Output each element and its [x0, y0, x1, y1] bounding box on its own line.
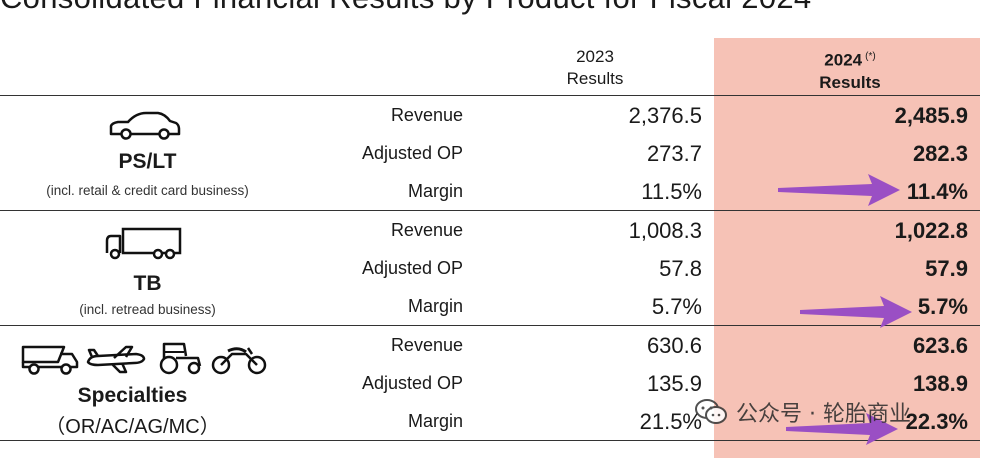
- column-header-2024-note: (*): [865, 51, 876, 62]
- metric-label: Adjusted OP: [361, 373, 463, 393]
- value-2024: 1,022.8: [894, 218, 968, 243]
- value-2024: 22.3%: [905, 409, 968, 434]
- value-2023: 273.7: [646, 141, 702, 166]
- segment-title-specialties: Specialties: [77, 384, 188, 407]
- metric-label: Revenue: [390, 105, 463, 125]
- metric-label: Adjusted OP: [361, 143, 463, 163]
- metric-label: Revenue: [390, 335, 463, 355]
- metric-label: Margin: [407, 411, 463, 431]
- tractor-icon: [159, 342, 202, 375]
- segment-title-ps-lt: PS/LT: [118, 150, 177, 173]
- value-2024: 2,485.9: [894, 103, 968, 128]
- wechat-icon: [695, 399, 727, 424]
- column-header-2024-label: Results: [819, 72, 881, 92]
- value-2024: 282.3: [912, 141, 968, 166]
- column-header-2023: 2023 Results: [540, 46, 650, 90]
- segment-note-specialties: （OR/AC/AG/MC）: [45, 416, 220, 438]
- arrow-icon: [778, 174, 900, 206]
- column-header-2023-year: 2023: [576, 47, 614, 66]
- segment-note-ps-lt: (incl. retail & credit card business): [46, 183, 249, 198]
- arrow-icon: [786, 413, 898, 445]
- value-2023: 135.9: [646, 371, 702, 396]
- watermark: 公众号 · 轮胎商业: [694, 396, 911, 428]
- value-2023: 1,008.3: [628, 218, 702, 243]
- column-header-2023-label: Results: [566, 69, 624, 88]
- value-2023: 21.5%: [639, 409, 702, 434]
- column-header-2024: 2024 (*) Results: [790, 46, 910, 94]
- value-2024: 5.7%: [917, 294, 968, 319]
- table-rule: [0, 440, 980, 441]
- value-2023: 57.8: [659, 256, 702, 281]
- dump-truck-icon: [21, 345, 79, 375]
- truck-icon: [105, 227, 182, 260]
- table-rule: [0, 95, 980, 96]
- motorcycle-icon: [211, 347, 267, 375]
- segment-note-tb: (incl. retread business): [79, 302, 216, 317]
- fy2024-highlight-column: [714, 38, 980, 458]
- value-2024: 11.4%: [906, 179, 968, 204]
- value-2023: 2,376.5: [628, 103, 702, 128]
- segment-title-tb: TB: [133, 272, 162, 295]
- value-2024: 623.6: [912, 333, 968, 358]
- value-2024: 57.9: [925, 256, 968, 281]
- arrow-icon: [800, 296, 912, 328]
- metric-label: Adjusted OP: [361, 258, 463, 278]
- metric-label: Revenue: [390, 220, 463, 240]
- watermark-text: 公众号 · 轮胎商业: [736, 402, 911, 427]
- airplane-icon: [86, 345, 146, 374]
- car-icon: [109, 111, 181, 140]
- column-header-2024-year: 2024: [824, 50, 863, 70]
- table-rule: [0, 325, 980, 326]
- value-2023: 11.5%: [641, 179, 702, 204]
- value-2024: 138.9: [912, 371, 968, 396]
- value-2023: 5.7%: [651, 294, 702, 319]
- page-title: Consolidated Financial Results by Produc…: [0, 0, 1000, 16]
- metric-label: Margin: [407, 296, 463, 316]
- table-rule: [0, 210, 980, 211]
- value-2023: 630.6: [646, 333, 702, 358]
- metric-label: Margin: [407, 181, 463, 201]
